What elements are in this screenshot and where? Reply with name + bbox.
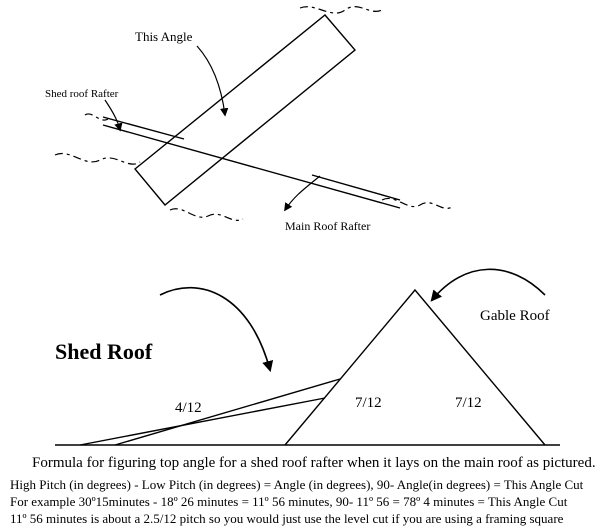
label-shed-rafter: Shed roof Rafter bbox=[45, 88, 118, 100]
label-pitch-7-12-r: 7/12 bbox=[455, 395, 482, 412]
shed-roof-rafter-b bbox=[115, 379, 340, 445]
label-pitch-4-12: 4/12 bbox=[175, 400, 202, 417]
shed-roof-rafter-a bbox=[80, 398, 325, 445]
diagram-svg bbox=[0, 0, 595, 529]
caption-line-4: 11º 56 minutes is about a 2.5/12 pitch s… bbox=[10, 512, 563, 526]
label-gable-roof: Gable Roof bbox=[480, 308, 550, 325]
shed-roof-rafter-bottom bbox=[103, 125, 400, 208]
label-this-angle: This Angle bbox=[135, 30, 192, 44]
caption-line-3: For example 30º15minutes - 18º 26 minute… bbox=[10, 495, 567, 509]
break-squiggle bbox=[300, 7, 382, 13]
break-squiggle bbox=[382, 198, 452, 208]
arrow-to-shed bbox=[160, 288, 270, 370]
caption-line-2: High Pitch (in degrees) - Low Pitch (in … bbox=[10, 478, 583, 492]
label-main-rafter: Main Roof Rafter bbox=[285, 220, 370, 233]
caption-line-1: Formula for figuring top angle for a she… bbox=[32, 455, 595, 472]
break-squiggle bbox=[55, 153, 140, 164]
label-pitch-7-12-l: 7/12 bbox=[355, 395, 382, 412]
leader-this-angle bbox=[197, 46, 225, 115]
break-squiggles bbox=[55, 7, 452, 221]
break-squiggle bbox=[170, 209, 243, 221]
diagram-canvas: This Angle Shed roof Rafter Main Roof Ra… bbox=[0, 0, 595, 529]
label-shed-roof: Shed Roof bbox=[55, 340, 152, 364]
arrow-to-gable bbox=[432, 269, 545, 300]
